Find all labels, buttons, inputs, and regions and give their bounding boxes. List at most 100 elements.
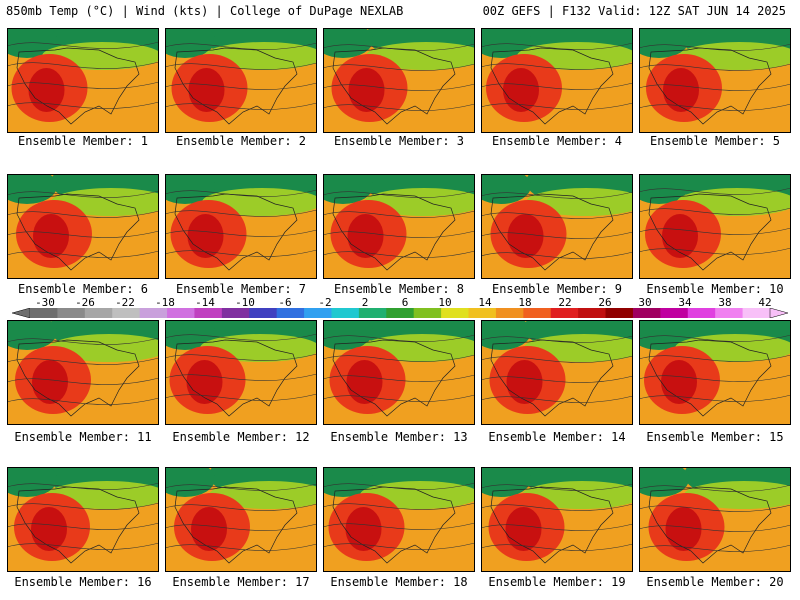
contour-line [323,250,475,258]
ensemble-member-label: Ensemble Member: 11 [14,430,152,444]
contour-line [7,250,159,258]
contour-line [639,43,791,51]
colorbar-tick-label: 6 [401,296,409,309]
contour-line [165,333,317,341]
contour-line [481,82,633,90]
colorbar-tick-label: 34 [678,296,692,309]
colorbar-swatch [660,308,689,318]
panel-frame [323,28,475,133]
colorbar-tick-label: -30 [35,296,55,309]
contour-line [323,63,475,71]
contour-line [165,353,317,361]
ensemble-member-label: Ensemble Member: 2 [175,134,307,148]
ensemble-map-panel [481,320,633,425]
contour-line [323,210,475,218]
colorbar-tick-label: -10 [235,296,255,309]
contour-line [639,544,791,552]
ensemble-map-panel [481,467,633,572]
contour-line [165,189,317,197]
contour-line [7,377,159,385]
colorbar-min-arrow [12,308,31,318]
ensemble-map-panel [165,28,317,133]
contour-line [323,83,475,91]
contour-line [481,62,633,70]
contour-line [165,523,317,531]
contour-line [481,523,633,531]
ensemble-member-label: Ensemble Member: 16 [14,575,152,589]
map-outline [648,193,772,271]
contour-line [323,542,475,550]
colorbar-swatch [249,308,278,318]
ensemble-map-panel [639,174,791,279]
colorbar-tick-label: 26 [598,296,612,309]
panel-frame [7,467,159,572]
colorbar-swatch [742,308,771,318]
colorbar-swatch [112,308,141,318]
hot-core [191,507,227,551]
ensemble-map-panel [165,467,317,572]
map-outline [490,193,614,271]
hot-core [33,214,69,258]
map-outline [490,486,614,564]
colorbar-swatch [578,308,607,318]
colorbar-swatch [687,308,716,318]
ensemble-member-label: Ensemble Member: 1 [17,134,149,148]
map-outline [174,486,298,564]
contour-line [165,249,317,257]
ensemble-member-label: Ensemble Member: 14 [488,430,626,444]
ensemble-map-panel [323,28,475,133]
temperature-map [7,28,159,133]
ensemble-member-label: Ensemble Member: 19 [488,575,626,589]
hot-core [661,360,697,404]
contour-line [639,504,791,512]
colorbar-swatch [331,308,360,318]
map-outline [16,193,140,271]
temperature-map [639,174,791,279]
temperature-map [639,320,791,425]
panel-frame [481,467,633,572]
contour-line [7,337,159,345]
contour-line [7,397,159,405]
hot-core [663,68,699,112]
colorbar-tick-label: -22 [115,296,135,309]
ensemble-map-panel [7,28,159,133]
ensemble-map-panel [323,174,475,279]
temperature-map [165,320,317,425]
colorbar-tick-label: -26 [75,296,95,309]
contour-line [639,63,791,71]
colorbar-tick-label: 2 [361,296,369,309]
colorbar-tick-label: -6 [278,296,292,309]
contour-line [639,187,791,195]
contour-line [165,62,317,70]
colorbar-swatch [194,308,223,318]
colorbar-swatch [386,308,415,318]
contour-line [323,354,475,362]
contour-line [7,61,159,69]
hot-core [32,360,68,404]
map-outline [490,339,614,417]
ensemble-map-panel [639,467,791,572]
contour-line [481,102,633,110]
temperature-map [481,320,633,425]
colorbar-tick-label: -2 [318,296,332,309]
contour-line [165,373,317,381]
colorbar-swatch [413,308,442,318]
contour-line [165,393,317,401]
panel-frame [639,174,791,279]
colorbar-swatch [167,308,195,318]
colorbar-swatch [276,308,305,318]
contour-line [639,374,791,382]
temperature-map [323,320,475,425]
contour-line [7,81,159,89]
map-outline [332,339,456,417]
colorbar-swatch [468,308,497,318]
colorbar-tick-label: 10 [438,296,452,309]
contour-line [7,190,159,198]
colorbar-swatch [550,308,579,318]
map-outline [332,47,456,125]
contour-line [323,230,475,238]
map-outline [332,193,456,271]
colorbar-swatch [441,308,470,318]
hot-core [503,68,539,112]
ensemble-map-panel [7,320,159,425]
